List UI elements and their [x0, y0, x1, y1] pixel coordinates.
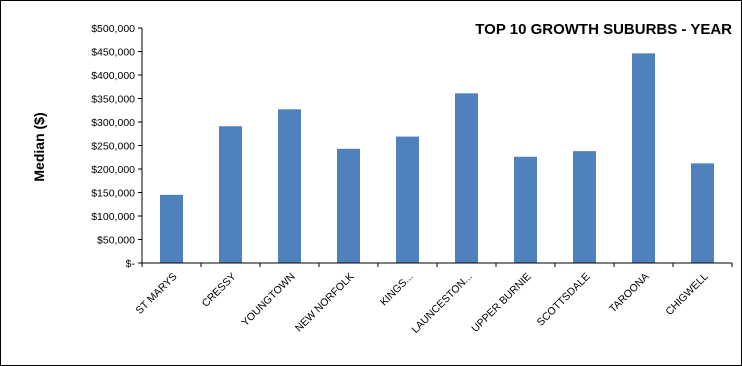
bars	[159, 53, 715, 263]
bar	[395, 136, 420, 263]
bar	[513, 156, 538, 263]
y-axis-label: Median ($)	[31, 112, 47, 181]
x-tick-label: YOUNGTOWN	[239, 271, 297, 329]
bar	[631, 53, 656, 263]
x-tick-label: KINGS...	[378, 271, 416, 309]
bar	[218, 126, 243, 263]
y-tick-label: $350,000	[91, 94, 135, 106]
y-tick-label: $400,000	[91, 70, 135, 82]
bar	[572, 151, 597, 263]
y-tick-label: $100,000	[91, 211, 135, 223]
x-tick-label: SCOTTSDALE	[535, 271, 593, 329]
bar	[690, 163, 715, 263]
y-axis: $- $50,000 $100,000 $150,000 $200,000 $250,00…	[91, 23, 142, 270]
bar	[454, 93, 479, 263]
y-tick-label: $150,000	[91, 188, 135, 200]
x-tick-label: ST MARYS	[133, 271, 179, 317]
axes	[141, 28, 733, 267]
x-tick-label: UPPER BURNIE	[469, 271, 533, 335]
x-tick-label: LAUNCESTON...	[409, 271, 474, 336]
bar	[277, 109, 302, 263]
chart-title: TOP 10 GROWTH SUBURBS - YEAR	[475, 21, 732, 38]
y-tick-label: $250,000	[91, 141, 135, 153]
x-tick-label: NEW NORFOLK	[293, 271, 357, 335]
y-tick-label: $300,000	[91, 117, 135, 129]
x-tick-label: CHIGWELL	[663, 271, 710, 318]
y-tick-label: $200,000	[91, 164, 135, 176]
x-tick-label: CRESSY	[200, 271, 239, 310]
bar	[159, 194, 184, 263]
y-tick-label: $50,000	[97, 235, 135, 247]
bar	[336, 148, 361, 263]
y-tick-label: $450,000	[91, 47, 135, 59]
y-tick-label: $-	[126, 258, 136, 270]
x-tick-label: TAROONA	[607, 271, 652, 316]
y-tick-label: $500,000	[91, 23, 135, 35]
